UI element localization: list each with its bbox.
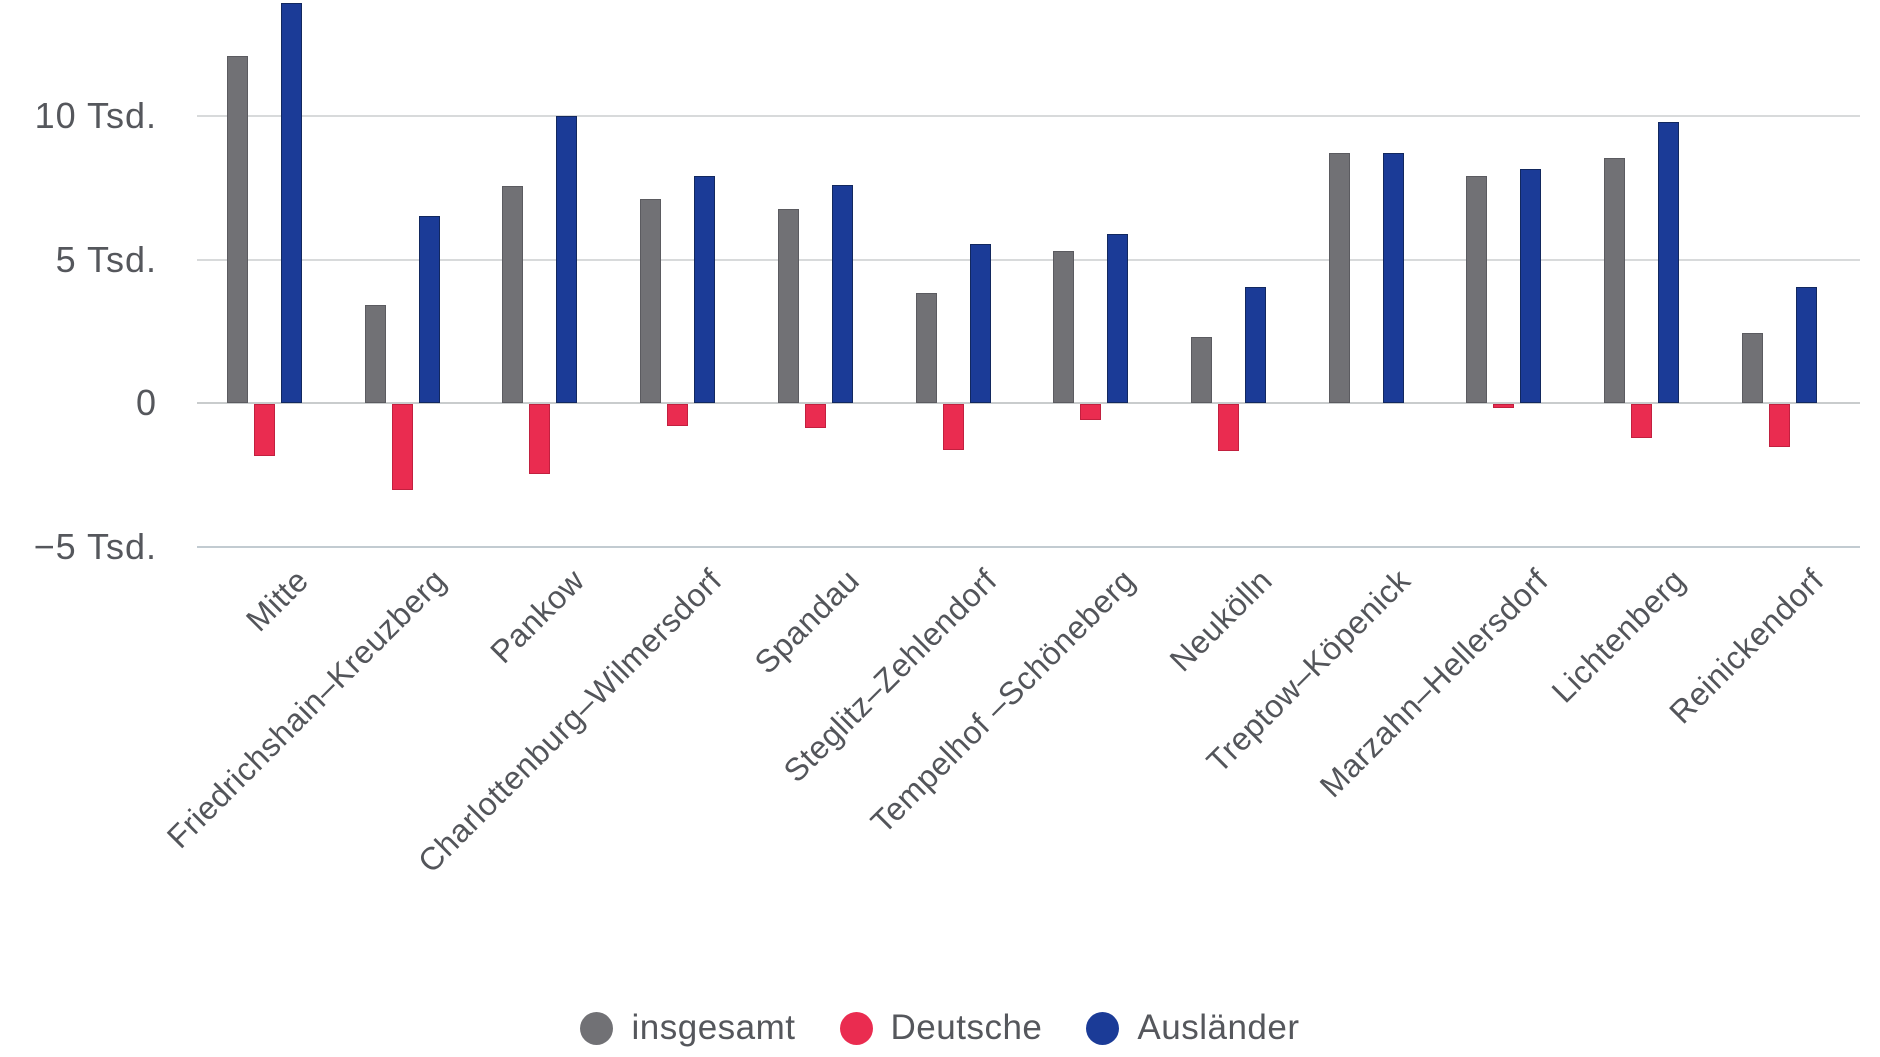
bar-deutsche[interactable] <box>1631 404 1652 438</box>
bar-deutsche[interactable] <box>1080 404 1102 420</box>
bar-group <box>364 0 440 546</box>
bar-group <box>915 0 991 546</box>
bar-ausländer[interactable] <box>1382 153 1404 403</box>
x-axis-label: Lichtenberg <box>1544 562 1693 710</box>
bar-ausländer[interactable] <box>281 3 302 403</box>
x-axis-label: Marzahn–Hellersdorf <box>1312 562 1555 805</box>
bar-ausländer[interactable] <box>1107 234 1129 403</box>
y-tick-label: 0 <box>135 382 157 423</box>
legend-label: Deutsche <box>890 1008 1043 1047</box>
bar-insgesamt[interactable] <box>1190 337 1212 403</box>
legend-label: Ausländer <box>1137 1008 1300 1047</box>
plot-area: 10 Tsd. 5 Tsd. 0 −5 Tsd. <box>34 0 1860 567</box>
bar-ausländer[interactable] <box>1795 287 1817 403</box>
bar-insgesamt[interactable] <box>640 199 662 403</box>
bar-deutsche[interactable] <box>1217 404 1239 451</box>
bar-insgesamt[interactable] <box>1328 153 1350 403</box>
bar-insgesamt[interactable] <box>227 56 248 403</box>
legend-item-ausländer[interactable]: Ausländer <box>1086 1008 1299 1048</box>
bar-group <box>1466 0 1542 546</box>
bar-deutsche[interactable] <box>391 404 413 490</box>
bar-insgesamt[interactable] <box>502 186 524 403</box>
gridline-10 <box>197 115 1860 117</box>
bar-deutsche[interactable] <box>942 404 964 450</box>
bar-ausländer[interactable] <box>556 116 578 403</box>
x-axis-label: Neukölln <box>1163 562 1280 679</box>
bar-deutsche[interactable] <box>1768 404 1790 447</box>
legend-dot-icon <box>580 1011 614 1045</box>
bar-group <box>227 0 302 546</box>
bar-insgesamt[interactable] <box>1741 333 1763 403</box>
y-tick-label: 5 Tsd. <box>55 238 157 280</box>
bar-ausländer[interactable] <box>969 244 991 403</box>
gridline-0 <box>197 402 1860 404</box>
bar-deutsche[interactable] <box>529 404 551 474</box>
legend: insgesamt Deutsche Ausländer <box>0 1005 1880 1051</box>
bar-group <box>1190 0 1266 546</box>
bar-group <box>640 0 716 546</box>
bar-group <box>1053 0 1129 546</box>
bar-ausländer[interactable] <box>1520 169 1542 403</box>
bar-group <box>1328 0 1404 546</box>
bar-ausländer[interactable] <box>694 176 716 403</box>
bar-ausländer[interactable] <box>1658 122 1679 403</box>
bar-insgesamt[interactable] <box>915 293 937 403</box>
x-axis-label: Spandau <box>747 562 867 681</box>
bar-insgesamt[interactable] <box>777 209 799 403</box>
bar-insgesamt[interactable] <box>1053 251 1075 403</box>
legend-item-insgesamt[interactable]: insgesamt <box>580 1008 795 1048</box>
bar-ausländer[interactable] <box>418 216 440 403</box>
x-axis-label: Tempelhof –Schöneberg <box>863 562 1142 841</box>
bar-ausländer[interactable] <box>1244 287 1266 403</box>
legend-label: insgesamt <box>631 1008 796 1047</box>
x-axis-label: Pankow <box>482 562 591 671</box>
y-tick-label: −5 Tsd. <box>33 525 157 567</box>
bar-deutsche[interactable] <box>804 404 826 428</box>
gridline-5 <box>197 258 1860 261</box>
x-axis-label: Friedrichshain–Kreuzberg <box>160 562 454 856</box>
bar-ausländer[interactable] <box>831 185 853 403</box>
gridline--5 <box>197 545 1860 548</box>
legend-dot-icon <box>839 1011 873 1045</box>
bar-insgesamt[interactable] <box>1466 176 1488 403</box>
legend-item-deutsche[interactable]: Deutsche <box>839 1008 1043 1048</box>
bar-insgesamt[interactable] <box>364 305 386 403</box>
legend-dot-icon <box>1086 1011 1120 1045</box>
bar-group <box>502 0 578 546</box>
bar-group <box>1741 0 1817 546</box>
x-axis-label: Mitte <box>239 562 316 639</box>
bar-group <box>1604 0 1679 546</box>
bar-deutsche[interactable] <box>667 404 689 426</box>
bar-deutsche[interactable] <box>1493 404 1515 408</box>
y-tick-label: 10 Tsd. <box>34 95 157 136</box>
bar-insgesamt[interactable] <box>1604 158 1625 403</box>
bar-group <box>777 0 853 546</box>
bar-deutsche[interactable] <box>254 404 275 456</box>
